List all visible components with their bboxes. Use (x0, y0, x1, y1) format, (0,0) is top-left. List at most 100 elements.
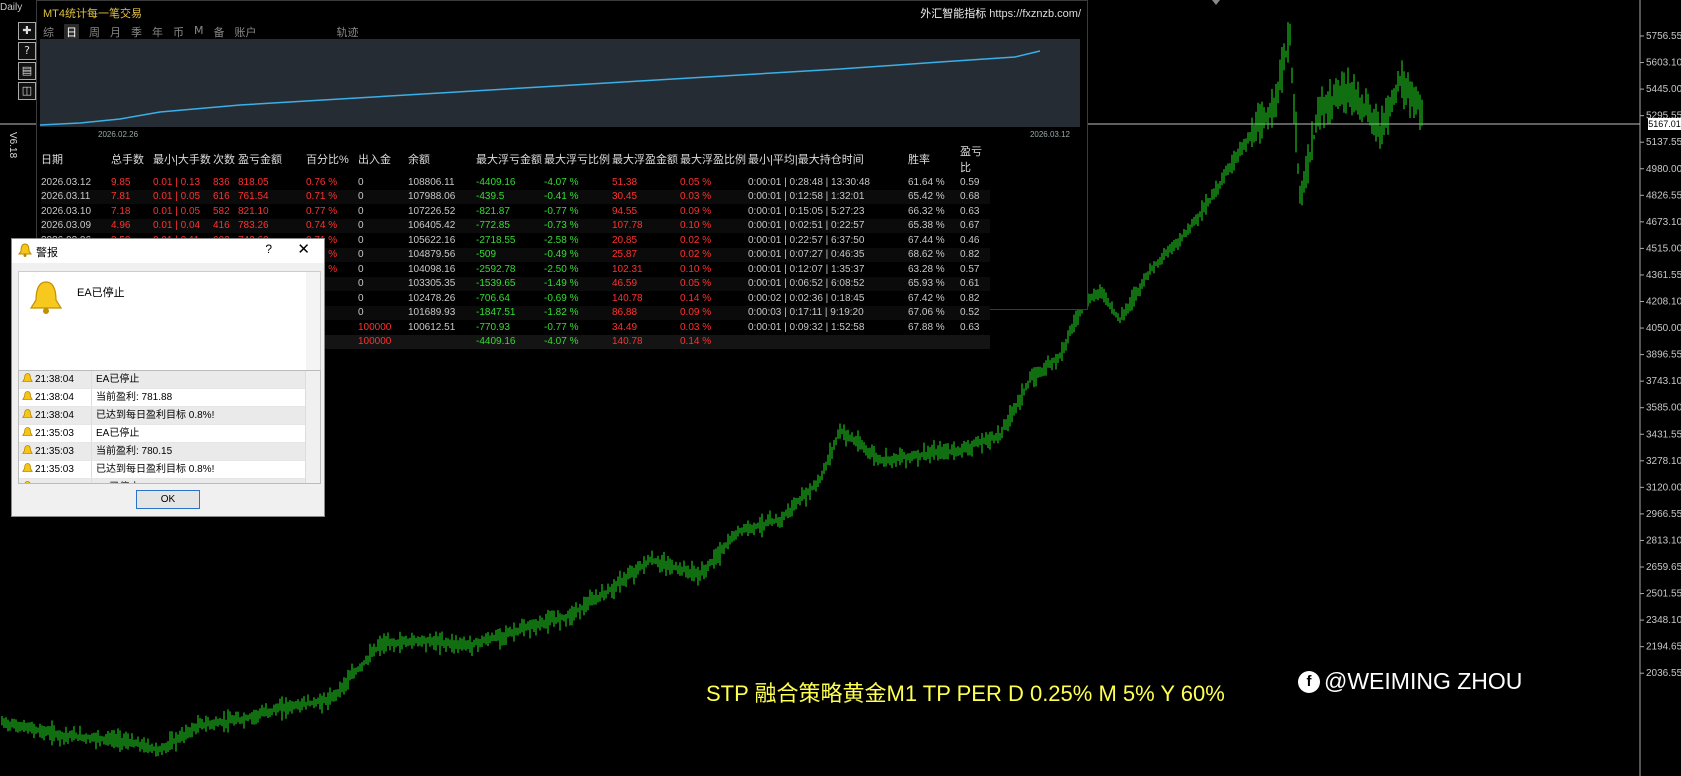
tab-week[interactable]: 周 (89, 26, 100, 39)
chart-shift-marker[interactable] (1212, 0, 1220, 5)
table-cell: 0:00:02 | 0:02:36 | 0:18:45 (748, 292, 865, 304)
alert-dialog: 警报 ? ✕ EA已停止 21:38:04 EA已停止 21:38:04 当前盈利: … (11, 238, 325, 517)
price-tick-label: 4515.00 (1646, 243, 1681, 254)
column-header[interactable]: 出入金 (358, 154, 391, 166)
table-cell: -772.85 (476, 218, 544, 233)
price-tick-label: 2966.55 (1646, 509, 1681, 520)
table-cell: 66.32 % (908, 205, 945, 217)
price-tick-label: 5756.55 (1646, 31, 1681, 42)
message-scrollbar[interactable] (306, 272, 320, 370)
column-header[interactable]: 余额 (408, 154, 430, 166)
price-tick-label: 4361.55 (1646, 270, 1681, 281)
crosshair-icon[interactable]: ✚ (18, 22, 36, 40)
table-cell: 0 (358, 292, 364, 304)
column-header[interactable]: 盈亏比 (960, 146, 982, 174)
log-scrollbar[interactable] (305, 371, 320, 483)
equity-curve (39, 50, 1041, 126)
table-cell: 9.85 (111, 176, 131, 188)
table-cell: 63.28 % (908, 263, 945, 275)
price-tick-label: 5603.10 (1646, 58, 1681, 69)
table-cell: -439.5 (476, 189, 544, 204)
close-button[interactable]: ✕ (297, 241, 310, 258)
column-header[interactable]: 最大浮亏金额 (476, 154, 542, 166)
panel-brand[interactable]: 外汇智能指标 https://fxznzb.com/ (920, 5, 1081, 21)
ok-button[interactable]: OK (136, 490, 200, 509)
column-header[interactable]: 百分比% (306, 154, 349, 166)
screenshot-icon[interactable]: ◫ (18, 82, 36, 100)
log-entry[interactable]: 21:38:04 EA已停止 (19, 371, 320, 389)
price-tick-label: 5137.55 (1646, 137, 1681, 148)
log-entry[interactable]: 21:35:03 EA已停止 (19, 425, 320, 443)
column-header[interactable]: 胜率 (908, 154, 930, 166)
help-icon[interactable]: ? (18, 42, 36, 60)
price-tick-label: 3120.00 (1646, 482, 1681, 493)
table-cell: 67.44 % (908, 234, 945, 246)
tab-day[interactable]: 日 (64, 24, 79, 40)
table-cell: 65.38 % (908, 218, 960, 233)
table-cell: -2.58 % (544, 234, 579, 246)
log-entry[interactable]: 21:38:04 已达到每日盈利目标 0.8%! (19, 407, 320, 425)
price-tick-label: 3431.55 (1646, 429, 1681, 440)
table-cell: 0 (358, 305, 408, 320)
tab-year[interactable]: 年 (152, 26, 163, 39)
tab-account[interactable]: 账户 (234, 26, 257, 39)
log-entry[interactable]: 21:35:03 已达到每日盈利目标 0.8%! (19, 461, 320, 479)
log-entry[interactable]: 21:35:03 当前盈利: 780.15 (19, 443, 320, 461)
table-cell: -0.77 % (544, 321, 579, 333)
dialog-titlebar[interactable]: 警报 ? ✕ (12, 239, 324, 263)
column-header[interactable]: 总手数 (111, 154, 144, 166)
log-time: 21:35:03 (35, 464, 74, 475)
table-row[interactable]: 2026.03.11 7.81 0.01 | 0.05 616 761.54 0.71 %… (41, 189, 990, 204)
book-icon[interactable]: ▤ (18, 62, 36, 80)
table-cell: 0.02 % (680, 234, 712, 246)
table-cell: 0.14 % (680, 292, 712, 304)
table-cell: 0.52 (960, 305, 990, 320)
table-cell: 106405.42 (408, 218, 476, 233)
table-cell: -706.64 (476, 292, 510, 304)
column-header[interactable]: 盈亏金额 (238, 154, 282, 166)
column-header[interactable]: 最大浮盈金额 (612, 154, 678, 166)
log-time: 21:35:03 (35, 428, 74, 439)
table-row[interactable]: 2026.03.10 7.18 0.01 | 0.05 582 821.10 0.77 %… (41, 204, 990, 219)
brand-url[interactable]: https://fxznzb.com/ (989, 8, 1081, 20)
column-header[interactable]: 最大浮盈比例 (680, 154, 746, 166)
alert-log-list[interactable]: 21:38:04 EA已停止 21:38:04 当前盈利: 781.88 21:38:0… (18, 370, 321, 484)
table-cell: 0:00:01 | 0:28:48 | 13:30:48 (748, 176, 870, 188)
log-time: 16:40:20 (35, 482, 91, 483)
column-header[interactable]: 最大浮亏比例 (544, 154, 610, 166)
column-header[interactable]: 日期 (41, 154, 63, 166)
table-cell: 0 (358, 276, 408, 291)
table-cell: 107226.52 (408, 205, 456, 217)
facebook-icon: f (1298, 670, 1320, 693)
table-cell: 2026.03.09 (41, 218, 111, 233)
tab-magic[interactable]: M (194, 24, 204, 37)
help-button[interactable]: ? (265, 242, 272, 256)
table-cell: 100000 (358, 321, 392, 333)
table-cell: -1847.51 (476, 305, 544, 320)
tab-quarter[interactable]: 季 (131, 26, 142, 39)
table-row[interactable]: 2026.03.12 9.85 0.01 | 0.13 836 818.05 0.76 %… (41, 175, 990, 190)
tab-month[interactable]: 月 (110, 26, 121, 39)
log-text: 已达到每日盈利目标 0.8%! (91, 461, 320, 478)
column-header[interactable]: 最小|平均|最大持仓时间 (748, 154, 864, 166)
log-entry[interactable]: 21:38:04 当前盈利: 781.88 (19, 389, 320, 407)
tab-currency[interactable]: 币 (173, 26, 184, 39)
table-cell: 107.78 (612, 218, 680, 233)
tab-summary[interactable]: 综 (43, 26, 54, 39)
table-cell: 0.63 (960, 205, 980, 217)
brand-name: 外汇智能指标 (920, 8, 987, 20)
table-row[interactable]: 2026.03.09 4.96 0.01 | 0.04 416 783.26 0.74 %… (41, 218, 990, 233)
table-row[interactable]: 100000 100612.51 -770.93 -0.77 % 34.49 0.03 %… (41, 320, 990, 335)
table-cell: 0:00:01 | 0:12:07 | 1:35:37 (748, 263, 865, 275)
table-cell: -0.49 % (544, 247, 612, 262)
log-entry[interactable]: 16:40:20EA已停止 (19, 479, 320, 483)
tab-note[interactable]: 备 (213, 26, 225, 39)
column-header[interactable]: 最小|大手数 (153, 154, 211, 166)
column-header[interactable]: 次数 (213, 154, 235, 166)
tab-track[interactable]: 轨迹 (336, 26, 359, 39)
bell-icon (19, 390, 35, 405)
table-cell: 65.42 % (908, 189, 960, 204)
table-cell: 46.59 (612, 276, 680, 291)
table-row[interactable]: 0 102478.26 -706.64 -0.69 % 140.78 0.14 % 0:00… (41, 291, 990, 306)
